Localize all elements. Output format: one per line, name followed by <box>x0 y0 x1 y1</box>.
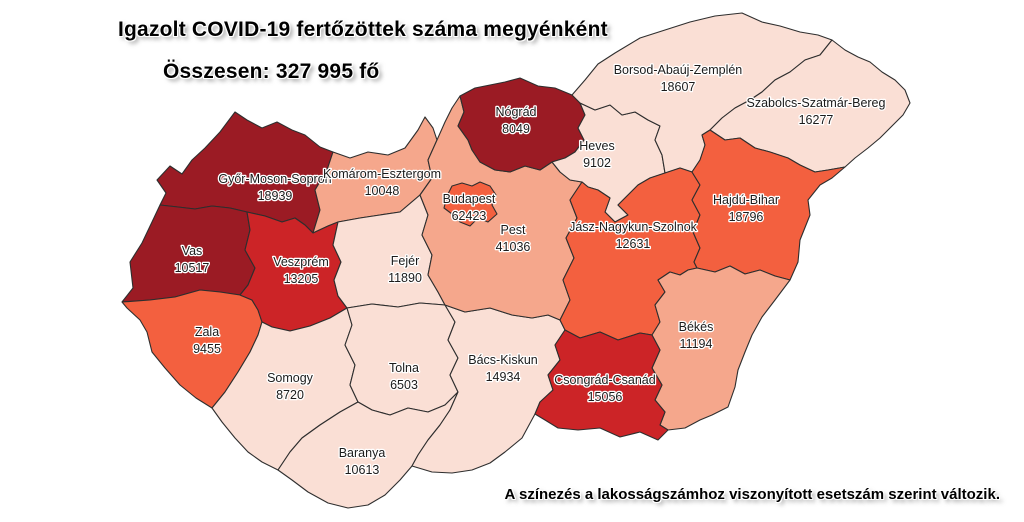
county-label-pest: Pest 41036 <box>494 222 531 256</box>
county-value-pest: 41036 <box>496 240 531 254</box>
county-shape-csongrad-csanad <box>534 329 669 441</box>
county-label-gyor-moson-sopron: Győr-Moson-Sopron 18939 <box>217 171 333 205</box>
county-label-szabolcs-szatmar-bereg: Szabolcs-Szatmár-Bereg 16277 <box>745 95 887 129</box>
county-label-hajdu-bihar: Hajdú-Bihar 18796 <box>712 192 781 226</box>
county-label-komarom-esztergom: Komárom-Esztergom 10048 <box>322 166 443 200</box>
county-value-budapest: 62423 <box>452 209 487 223</box>
county-name-budapest: Budapest <box>443 192 496 206</box>
county-name-fejer: Fejér <box>391 254 419 268</box>
county-name-jasz-nagykun-szolnok: Jász-Nagykun-Szolnok <box>569 220 698 234</box>
county-value-baranya: 10613 <box>345 463 380 477</box>
county-value-borsod-abauj-zemplen: 18607 <box>661 80 696 94</box>
county-name-vas: Vas <box>182 244 203 258</box>
county-name-somogy: Somogy <box>267 371 314 385</box>
county-shape-bekes <box>651 265 791 431</box>
county-value-komarom-esztergom: 10048 <box>365 184 400 198</box>
color-scale-footnote: A színezés a lakosságszámhoz viszonyítot… <box>504 486 1000 503</box>
county-value-bekes: 11194 <box>680 337 713 351</box>
county-value-hajdu-bihar: 18796 <box>729 210 764 224</box>
county-label-jasz-nagykun-szolnok: Jász-Nagykun-Szolnok 12631 <box>568 219 699 253</box>
county-label-zala: Zala 9455 <box>192 324 222 358</box>
county-shape-budapest <box>443 181 498 227</box>
county-value-csongrad-csanad: 15056 <box>588 390 623 404</box>
county-name-csongrad-csanad: Csongrád-Csanád <box>554 373 655 387</box>
county-label-heves: Heves 9102 <box>578 138 616 172</box>
county-label-nograd: Nógrád 8049 <box>494 104 538 138</box>
county-label-baranya: Baranya 10613 <box>337 445 386 479</box>
county-name-heves: Heves <box>579 139 614 153</box>
county-shape-baranya <box>277 391 459 509</box>
county-label-budapest: Budapest 62423 <box>441 191 497 225</box>
county-name-komarom-esztergom: Komárom-Esztergom <box>323 167 441 181</box>
county-label-bekes: Békés 11194 <box>677 319 714 353</box>
county-value-fejer: 11890 <box>388 271 422 285</box>
county-value-somogy: 8720 <box>276 388 304 402</box>
county-label-bacs-kiskun: Bács-Kiskun 14934 <box>467 352 539 386</box>
county-value-zala: 9455 <box>193 342 221 356</box>
county-value-vas: 10517 <box>175 261 210 275</box>
county-label-fejer: Fejér 11890 <box>387 253 423 287</box>
county-name-hajdu-bihar: Hajdú-Bihar <box>713 193 779 207</box>
county-value-heves: 9102 <box>583 156 611 170</box>
county-name-szabolcs-szatmar-bereg: Szabolcs-Szatmár-Bereg <box>747 96 886 110</box>
county-shape-tolna <box>344 302 459 416</box>
county-name-nograd: Nógrád <box>496 105 537 119</box>
county-name-borsod-abauj-zemplen: Borsod-Abaúj-Zemplén <box>614 63 743 77</box>
county-value-szabolcs-szatmar-bereg: 16277 <box>799 113 834 127</box>
county-name-bacs-kiskun: Bács-Kiskun <box>468 353 538 367</box>
county-name-bekes: Békés <box>679 320 714 334</box>
page-title: Igazolt COVID-19 fertőzöttek száma megyé… <box>118 18 608 41</box>
total-cases-label: Összesen: 327 995 fő <box>163 60 380 83</box>
county-name-gyor-moson-sopron: Győr-Moson-Sopron <box>218 172 331 186</box>
county-label-veszprem: Veszprém 13205 <box>272 254 330 288</box>
county-value-nograd: 8049 <box>502 122 530 136</box>
county-value-jasz-nagykun-szolnok: 12631 <box>616 237 651 251</box>
county-name-zala: Zala <box>195 325 219 339</box>
county-value-bacs-kiskun: 14934 <box>486 370 521 384</box>
county-label-tolna: Tolna 6503 <box>388 360 421 394</box>
county-label-csongrad-csanad: Csongrád-Csanád 15056 <box>553 372 657 406</box>
county-value-gyor-moson-sopron: 18939 <box>258 189 293 203</box>
county-label-vas: Vas 10517 <box>173 243 210 277</box>
county-name-baranya: Baranya <box>339 446 386 460</box>
county-name-tolna: Tolna <box>389 361 419 375</box>
county-label-somogy: Somogy 8720 <box>266 370 315 404</box>
county-value-veszprem: 13205 <box>284 272 319 286</box>
county-name-veszprem: Veszprém <box>273 255 329 269</box>
county-value-tolna: 6503 <box>390 378 418 392</box>
county-shape-hajdu-bihar <box>691 129 846 281</box>
county-label-borsod-abauj-zemplen: Borsod-Abaúj-Zemplén 18607 <box>612 62 743 96</box>
county-name-pest: Pest <box>500 223 526 237</box>
